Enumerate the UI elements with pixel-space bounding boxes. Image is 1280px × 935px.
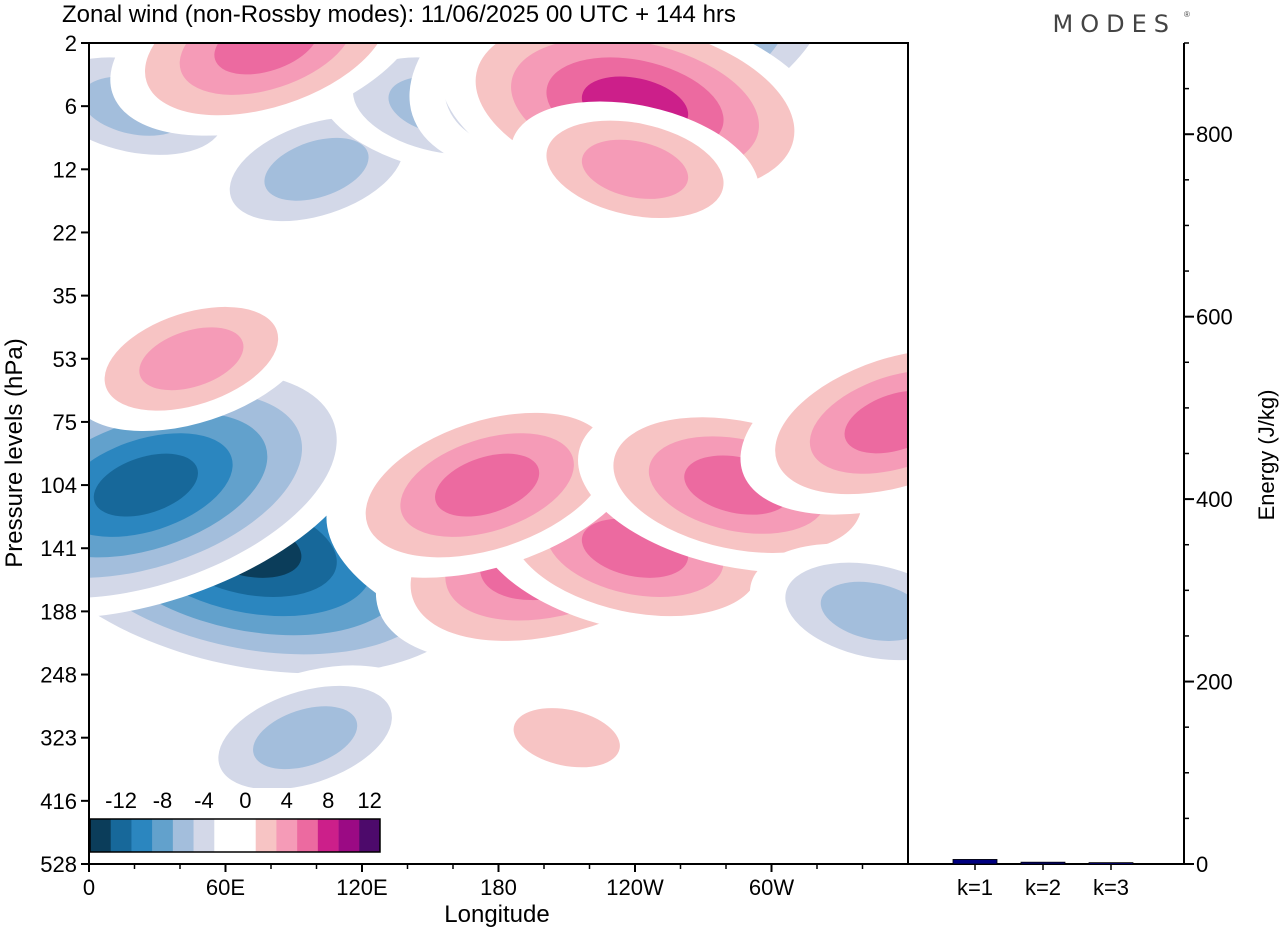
contour-feature — [749, 543, 908, 680]
brand-registered-mark: ® — [1184, 10, 1190, 19]
colorbar-swatch — [359, 819, 381, 852]
x-tick-label: 120W — [606, 875, 664, 900]
contour-fills — [89, 43, 908, 810]
contour-feature — [89, 351, 372, 619]
y-axis-label: Pressure levels (hPa) — [1, 338, 28, 567]
contour-feature — [740, 329, 908, 515]
contour-level — [264, 137, 369, 201]
contour-level — [513, 708, 620, 768]
colorbar-swatch — [90, 819, 112, 852]
colorbar-tick-label: -12 — [105, 788, 137, 813]
contour-feature — [478, 688, 656, 787]
colorbar-swatch — [255, 819, 277, 852]
energy-bar — [952, 859, 998, 865]
y-tick-label: 53 — [53, 347, 77, 372]
energy-bar-axes: 0 200 400 600 800 — [907, 42, 1233, 877]
contour-feature — [110, 43, 423, 136]
y-tick-label: 104 — [40, 473, 77, 498]
contour-level — [139, 327, 244, 391]
y-tick-label: 2 — [65, 31, 77, 56]
y-tick-label: 35 — [53, 284, 77, 309]
colorbar-tick-label: -8 — [153, 788, 173, 813]
colorbar-swatch — [152, 819, 174, 852]
x-axis-label: Longitude — [444, 901, 549, 928]
y-tick-label: 141 — [40, 536, 77, 561]
contour-level — [820, 581, 908, 641]
y-tick-label: 323 — [40, 726, 77, 751]
x-tick-label: 0 — [83, 875, 95, 900]
energy-axis-label: Energy (J/kg) — [1254, 390, 1279, 521]
y-tick-label: 528 — [40, 852, 77, 877]
colorbar-swatch — [214, 819, 236, 852]
y-tick-label: 12 — [53, 157, 77, 182]
contour-level — [93, 453, 198, 517]
y-tick-label: 22 — [53, 220, 77, 245]
colorbar-tick-label: 8 — [322, 788, 334, 813]
energy-bars: k=1 k=2 k=3 — [952, 859, 1134, 900]
colorbar-swatch — [338, 819, 360, 852]
energy-tick-label: 600 — [1196, 305, 1233, 330]
x-tick-label: 120E — [336, 875, 387, 900]
energy-category-label: k=2 — [1025, 875, 1061, 900]
chart-title: Zonal wind (non-Rossby modes): 11/06/202… — [62, 1, 736, 28]
colorbar-swatch — [297, 819, 319, 852]
colorbar-tick-label: 0 — [239, 788, 251, 813]
colorbar-swatch — [276, 819, 298, 852]
y-tick-label: 75 — [53, 410, 77, 435]
heatmap-plot — [89, 43, 908, 810]
energy-tick-label: 200 — [1196, 670, 1233, 695]
colorbar: -12 -8 -4 0 4 8 12 — [88, 788, 382, 856]
y-tick-label: 188 — [40, 599, 77, 624]
y-tick-label: 6 — [65, 94, 77, 119]
contour-feature — [89, 286, 313, 432]
energy-tick-label: 800 — [1196, 122, 1233, 147]
energy-bar — [1088, 862, 1134, 865]
colorbar-swatch — [110, 819, 132, 852]
contour-feature — [330, 392, 644, 578]
colorbar-tick-label: -4 — [194, 788, 214, 813]
colorbar-swatch — [317, 819, 339, 852]
contour-feature — [183, 665, 427, 810]
x-tick-label: 60E — [206, 875, 245, 900]
contour-feature — [511, 101, 759, 238]
energy-tick-label: 0 — [1196, 852, 1208, 877]
y-tick-label: 416 — [40, 789, 77, 814]
energy-tick-label: 400 — [1196, 487, 1233, 512]
y-tick-label: 248 — [40, 663, 77, 688]
colorbar-swatch — [172, 819, 194, 852]
energy-bar — [1020, 861, 1066, 865]
x-tick-label: 180 — [480, 875, 517, 900]
colorbar-swatch — [235, 819, 257, 852]
x-tick-label: 60W — [749, 875, 794, 900]
colorbar-tick-label: 12 — [357, 788, 381, 813]
contour-level — [435, 453, 540, 517]
contour-level — [253, 706, 358, 770]
energy-category-label: k=1 — [957, 875, 993, 900]
contour-level — [844, 390, 908, 454]
brand-logo: MODES — [1053, 10, 1176, 38]
colorbar-swatch — [131, 819, 153, 852]
colorbar-swatch — [193, 819, 215, 852]
contour-level — [581, 139, 689, 199]
energy-category-label: k=3 — [1093, 875, 1129, 900]
contour-level — [214, 43, 319, 75]
colorbar-tick-label: 4 — [281, 788, 293, 813]
